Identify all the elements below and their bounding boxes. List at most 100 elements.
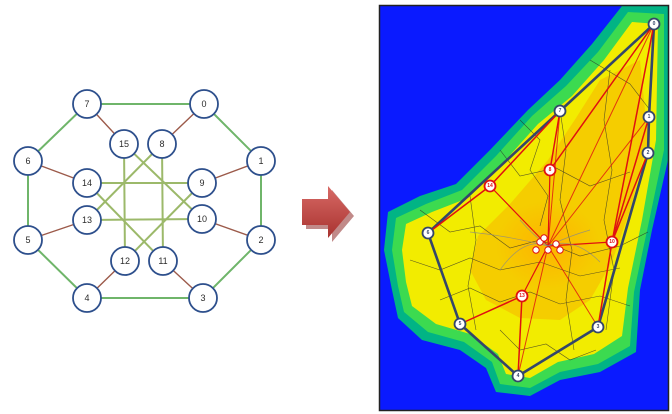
graph-node-circle	[72, 168, 102, 198]
connector-3	[547, 229, 591, 247]
graph-node-circle	[246, 225, 276, 255]
link-center-14	[489, 185, 549, 247]
graph-node-0: 0	[189, 89, 219, 119]
inner-edges	[86, 143, 203, 262]
ring-edges	[27, 103, 262, 299]
map-hub-node-2: 2	[641, 146, 655, 160]
map-inner-circle	[515, 289, 529, 303]
graph-node-label: 11	[158, 256, 167, 266]
graph-node-label: 0	[201, 99, 206, 109]
graph-node-circle	[109, 129, 139, 159]
graph-node-circle	[13, 146, 43, 176]
graph-node-circle	[188, 283, 218, 313]
link-hub-center-3	[547, 245, 599, 328]
graph-node-label: 7	[84, 99, 89, 109]
map-inner-node-13: 13	[515, 289, 529, 303]
graph-node-label: 15	[119, 139, 129, 149]
link-3-10	[597, 241, 613, 328]
map-hub-node-0: 0	[647, 17, 661, 31]
graph-node-1: 1	[246, 146, 276, 176]
inner-edge-10-15	[123, 143, 203, 220]
link-2-10	[611, 152, 649, 243]
map-inner-node-8: 8	[543, 163, 557, 177]
map-hub-circle	[453, 317, 467, 331]
inner-edge-9-12	[124, 182, 203, 262]
connector-4	[519, 219, 549, 247]
graph-node-8: 8	[147, 129, 177, 159]
graph-node-5: 5	[13, 225, 43, 255]
map-hub-node-4: 4	[511, 369, 525, 383]
boundary-line	[519, 119, 549, 227]
graph-node-10: 10	[187, 204, 217, 234]
center-node-3	[540, 234, 548, 242]
graph-node-circle	[147, 129, 177, 159]
graph-node-label: 12	[120, 256, 130, 266]
map-hub-node-6: 6	[421, 226, 435, 240]
inner-edge-8-11	[161, 143, 164, 262]
heatmap-panel: 0 1 2 3 4 5 6 7 8 10 13 14	[378, 4, 670, 412]
graph-node-circle	[72, 205, 102, 235]
map-hub-label: 1	[648, 114, 651, 120]
link-4-13	[517, 295, 523, 377]
transform-arrow	[302, 186, 354, 242]
graph-node-circle	[187, 168, 217, 198]
link-hub-center-0	[547, 23, 655, 247]
center-node-5	[532, 246, 540, 254]
map-inner-label: 14	[487, 183, 493, 189]
map-inner-node-14: 14	[483, 179, 497, 193]
map-hub-circle	[647, 17, 661, 31]
graph-node-circle	[72, 89, 102, 119]
graph-node-label: 3	[200, 293, 205, 303]
graph-node-circle	[72, 283, 102, 313]
link-center-8	[547, 169, 551, 247]
map-hub-circle	[511, 369, 525, 383]
map-nodes: 0 1 2 3 4 5 6 7 8 10 13 14	[421, 17, 661, 383]
center-node-1	[544, 246, 552, 254]
graph-node-label: 8	[159, 139, 164, 149]
graph-node-12: 12	[110, 246, 140, 276]
graph-node-6: 6	[13, 146, 43, 176]
map-inner-node-10: 10	[605, 235, 619, 249]
map-hub-circle	[553, 104, 567, 118]
graph-node-circle	[189, 89, 219, 119]
graph-node-label: 9	[199, 178, 204, 188]
map-hub-label: 2	[647, 150, 650, 156]
graph-node-3: 3	[188, 283, 218, 313]
graph-node-label: 13	[82, 215, 92, 225]
map-hub-label: 4	[517, 373, 520, 379]
graph-node-label: 10	[197, 214, 207, 224]
map-hub-circle	[641, 146, 655, 160]
map-inner-circle	[605, 235, 619, 249]
center-node-2	[552, 240, 560, 248]
graph-node-14: 14	[72, 168, 102, 198]
graph-node-label: 2	[258, 235, 263, 245]
graph-node-circle	[187, 204, 217, 234]
map-hub-node-1: 1	[642, 110, 656, 124]
boundary-line	[439, 287, 631, 307]
link-0-8	[549, 23, 655, 171]
map-inner-label: 10	[609, 239, 615, 245]
map-hub-label: 5	[459, 321, 462, 327]
graph-node-circle	[13, 225, 43, 255]
boundary-line	[589, 59, 651, 111]
graph-node-11: 11	[148, 246, 178, 276]
boundary-line	[559, 109, 575, 351]
graph-node-circle	[148, 246, 178, 276]
link-hub-center-1	[547, 116, 650, 247]
inner-links	[427, 23, 655, 377]
coverage-region	[384, 6, 668, 396]
graph-node-2: 2	[246, 225, 276, 255]
graph-node-label: 1	[258, 156, 263, 166]
map-frame	[378, 4, 670, 412]
link-7-14	[489, 110, 561, 187]
graph-node-label: 6	[25, 156, 30, 166]
district-boundaries	[409, 59, 651, 361]
map-hub-node-5: 5	[453, 317, 467, 331]
map-hub-label: 0	[653, 21, 656, 27]
graph-node-13: 13	[72, 205, 102, 235]
link-1-10	[611, 116, 650, 243]
map-inner-circle	[483, 179, 497, 193]
